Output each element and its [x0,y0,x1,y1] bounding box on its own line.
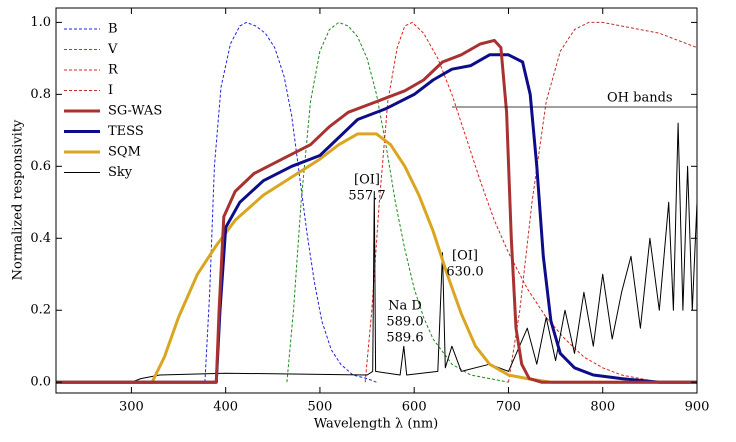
annotation: [OI] [452,249,478,264]
series-line [56,122,698,383]
legend-label: SQM [108,145,141,160]
series-line [56,38,697,384]
y-tick-label: 0.4 [30,231,51,246]
y-axis-label: Normalized responsivity [11,119,26,280]
y-tick-label: 1.0 [30,15,51,30]
y-tick-label: 0.2 [30,303,51,318]
legend-label: R [108,63,119,78]
x-tick-label: 800 [590,400,615,415]
legend-label: I [108,83,113,98]
y-tick-label: 0.8 [30,87,51,102]
x-tick-label: 900 [685,400,710,415]
series-line [56,53,697,384]
y-tick-label: 0.6 [30,159,51,174]
annotation: OH bands [607,91,673,106]
y-tick-label: 0.0 [30,375,51,390]
legend-label: B [108,22,118,37]
x-axis-label: Wavelength λ (nm) [314,417,439,432]
plot-frame [55,7,698,394]
annotation: 589.0 [386,315,423,330]
series-line [56,132,697,384]
legend-label: Sky [108,165,133,180]
annotation: 630.0 [446,265,483,280]
annotation: 557.7 [348,189,385,204]
x-tick-label: 400 [213,400,238,415]
x-tick-label: 700 [496,400,521,415]
x-tick-label: 300 [119,400,144,415]
legend-label: TESS [108,124,144,139]
annotation: 589.6 [386,331,423,346]
series-line [204,21,377,383]
legend-label: V [107,42,118,57]
legend-label: SG-WAS [108,104,162,119]
x-tick-label: 600 [402,400,427,415]
x-tick-label: 500 [308,400,333,415]
series-line [286,21,509,383]
annotation: [OI] [354,173,380,188]
series-line [508,21,698,383]
annotation: Na D [388,299,422,314]
